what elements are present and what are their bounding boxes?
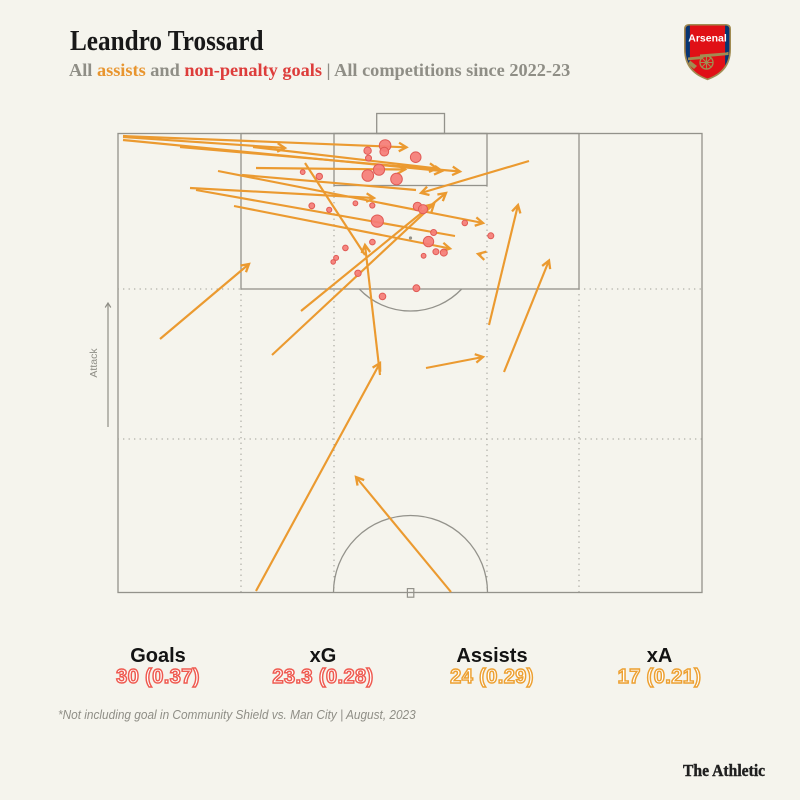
svg-text:Arsenal: Arsenal [688, 33, 727, 45]
svg-text:Attack: Attack [88, 348, 100, 378]
